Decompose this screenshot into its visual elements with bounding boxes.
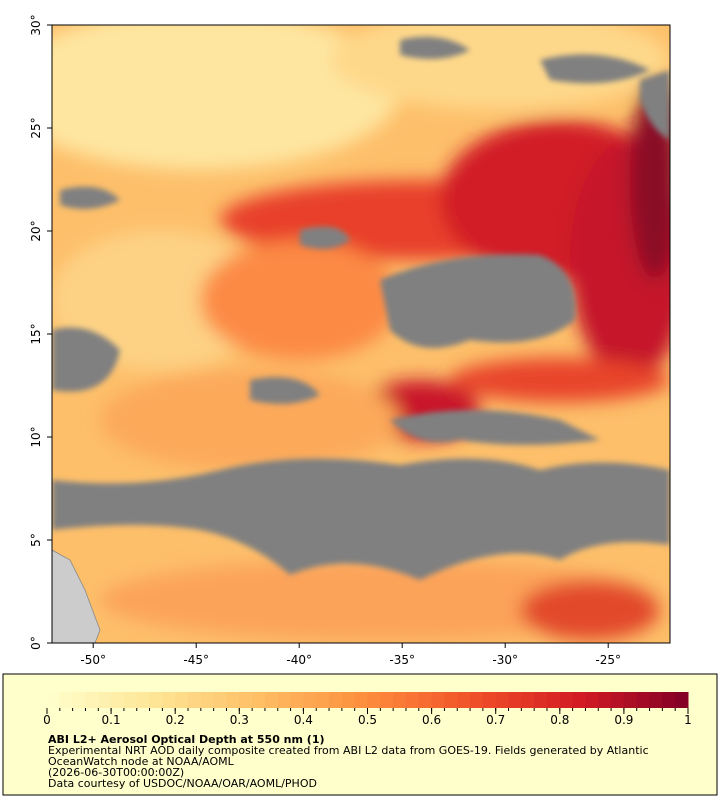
colorbar-step <box>572 692 586 708</box>
colorbar-step <box>290 692 304 708</box>
colorbar-step <box>111 692 125 708</box>
colorbar-step <box>405 692 420 708</box>
colorbar-step <box>418 692 433 708</box>
y-tick-label: 20° <box>29 220 43 241</box>
colorbar-step <box>534 692 548 708</box>
colorbar-step <box>623 692 638 708</box>
colorbar-step <box>649 692 663 708</box>
colorbar-step <box>85 692 99 708</box>
colorbar-step <box>495 692 510 708</box>
colorbar-step <box>213 692 227 708</box>
colorbar-step <box>559 692 574 708</box>
colorbar-step <box>200 692 215 708</box>
colorbar-step <box>444 692 458 708</box>
colorbar-step <box>611 692 625 708</box>
colorbar-step <box>341 692 356 708</box>
colorbar-step <box>149 692 163 708</box>
map-image <box>52 25 670 643</box>
x-tick-label: -50° <box>80 653 106 667</box>
x-tick-label: -25° <box>595 653 621 667</box>
colorbar-step <box>354 692 368 708</box>
colorbar-step <box>136 692 151 708</box>
colorbar-tick-label: 0.6 <box>422 713 441 727</box>
y-tick-label: 30° <box>29 14 43 35</box>
colorbar-step <box>188 692 202 708</box>
colorbar-step <box>431 692 445 708</box>
colorbar-step <box>367 692 381 708</box>
colorbar-step <box>521 692 535 708</box>
colorbar-tick-label: 0.9 <box>614 713 633 727</box>
colorbar-step <box>175 692 189 708</box>
y-tick-label: 15° <box>29 323 43 344</box>
colorbar-tick-label: 0.4 <box>294 713 313 727</box>
legend-line: Data courtesy of USDOC/NOAA/OAR/AOML/PHO… <box>48 777 317 790</box>
legend-line: Experimental NRT AOD daily composite cre… <box>48 744 649 757</box>
colorbar-step <box>585 692 599 708</box>
colorbar-step <box>316 692 330 708</box>
x-tick-label: -35° <box>389 653 415 667</box>
colorbar-step <box>675 692 689 708</box>
colorbar-tick-label: 0 <box>43 713 51 727</box>
colorbar-step <box>98 692 112 708</box>
y-tick-label: 5° <box>29 533 43 547</box>
colorbar-tick-label: 0.5 <box>358 713 377 727</box>
colorbar-step <box>252 692 266 708</box>
colorbar-step <box>508 692 522 708</box>
colorbar-tick-label: 1 <box>684 713 692 727</box>
colorbar-tick-label: 0.1 <box>102 713 121 727</box>
x-tick-label: -40° <box>286 653 312 667</box>
colorbar-step <box>393 692 407 708</box>
x-tick-label: -30° <box>492 653 518 667</box>
colorbar-step <box>470 692 484 708</box>
colorbar-step <box>636 692 651 708</box>
colorbar-tick-label: 0.7 <box>486 713 505 727</box>
colorbar-step <box>598 692 612 708</box>
colorbar-step <box>380 692 394 708</box>
colorbar-step <box>546 692 561 708</box>
x-tick-label: -45° <box>183 653 209 667</box>
y-tick-label: 25° <box>29 117 43 138</box>
colorbar-step <box>226 692 240 708</box>
y-tick-label: 10° <box>29 426 43 447</box>
colorbar-step <box>72 692 86 708</box>
colorbar-step <box>303 692 317 708</box>
colorbar-step <box>239 692 253 708</box>
colorbar-step <box>329 692 343 708</box>
colorbar-step <box>59 692 74 708</box>
legend-line: (2026-06-30T00:00:00Z) <box>48 766 184 779</box>
colorbar-step <box>162 692 176 708</box>
colorbar-step <box>123 692 138 708</box>
colorbar-tick-label: 0.8 <box>550 713 569 727</box>
legend-line: OceanWatch node at NOAA/AOML <box>48 755 235 768</box>
colorbar-step <box>264 692 279 708</box>
colorbar-step <box>277 692 292 708</box>
colorbar-tick-label: 0.3 <box>230 713 249 727</box>
y-tick-label: 0° <box>29 636 43 650</box>
colorbar-step <box>457 692 471 708</box>
colorbar-tick-label: 0.2 <box>166 713 185 727</box>
colorbar-step <box>482 692 497 708</box>
colorbar-step <box>47 692 61 708</box>
colorbar-step <box>662 692 676 708</box>
legend-title: ABI L2+ Aerosol Optical Depth at 550 nm … <box>48 733 325 746</box>
